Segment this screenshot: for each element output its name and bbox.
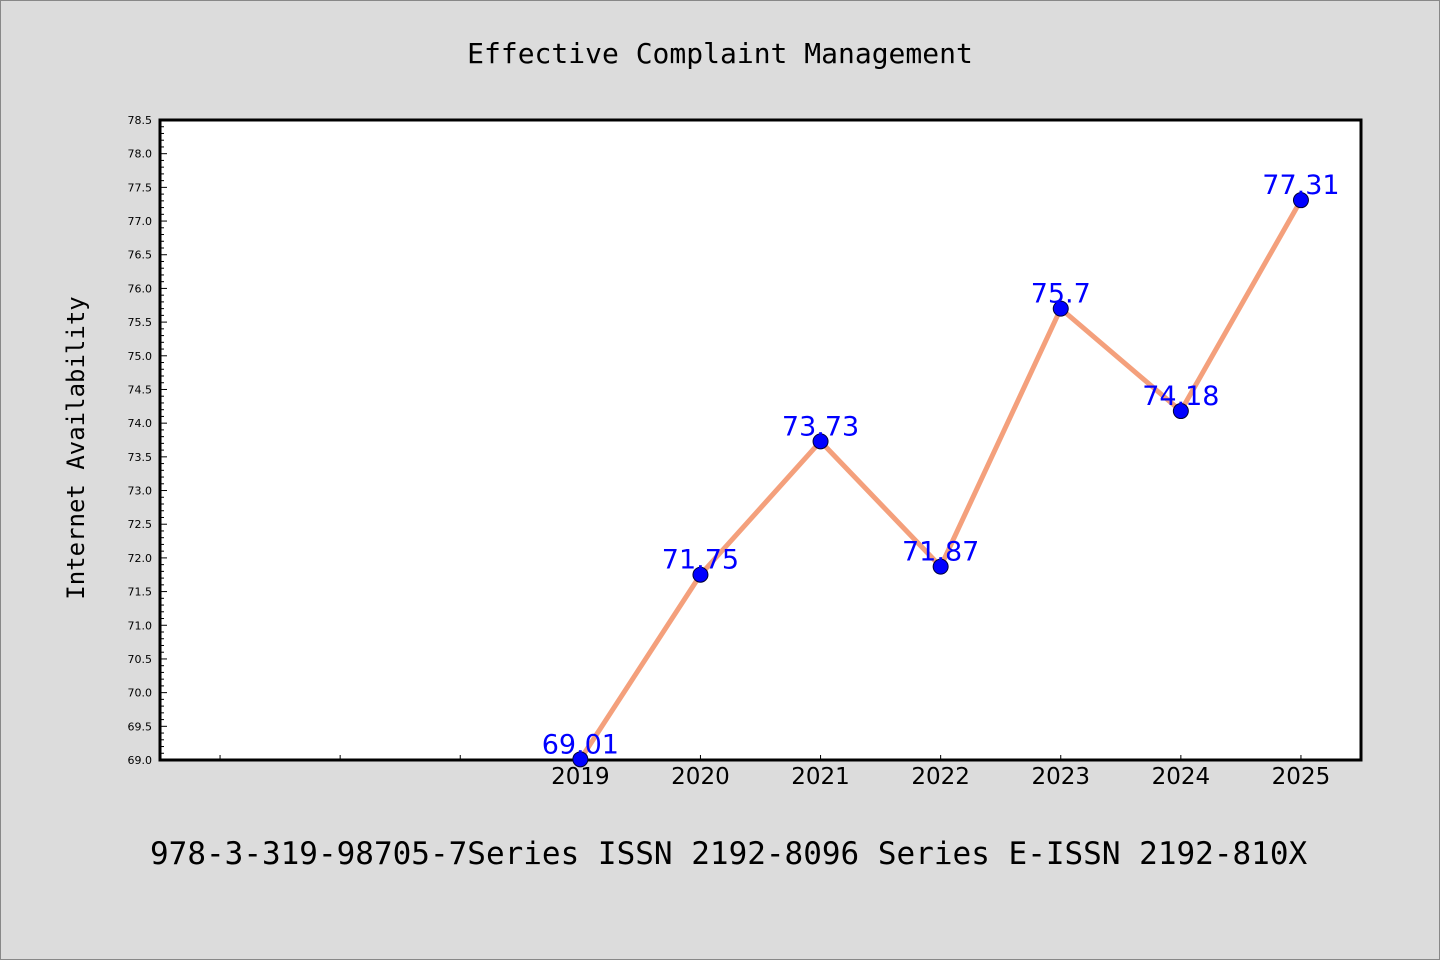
data-label: 74.18: [1142, 381, 1219, 412]
data-labels: 69.01 71.75 73.73 71.87 75.7 74.18 77.31: [542, 170, 1340, 760]
data-point: [1172, 403, 1189, 420]
plot-area: [158, 118, 1363, 762]
x-tick-label: 2020: [671, 764, 730, 790]
y-axis-label: Internet Availability: [62, 296, 90, 599]
y-tick-label: 70.5: [128, 653, 153, 666]
x-tick-label: 2022: [911, 764, 970, 790]
y-tick-label: 71.5: [128, 586, 153, 599]
y-tick-label: 69.0: [128, 754, 153, 767]
y-tick-label: 69.5: [128, 720, 153, 733]
x-tick-label: 2021: [791, 764, 850, 790]
y-tick-label: 76.0: [128, 282, 153, 295]
data-point: [692, 566, 709, 583]
y-tick-label: 78.0: [128, 148, 153, 161]
y-tick-label: 73.0: [128, 485, 153, 498]
y-tick-label: 78.5: [128, 114, 153, 127]
data-label: 71.87: [902, 537, 979, 568]
x-axis-ticks: 2019 2020 2021 2022 2023 2024 2025: [219, 755, 1331, 790]
x-tick-label: 2025: [1272, 764, 1331, 790]
footer-text: 978-3-319-98705-7Series ISSN 2192-8096 S…: [150, 836, 1307, 872]
y-tick-label: 70.0: [128, 687, 153, 700]
data-point: [932, 558, 949, 575]
y-tick-label: 73.5: [128, 451, 153, 464]
x-tick-label: 2019: [551, 764, 610, 790]
data-markers: [572, 192, 1309, 768]
data-point: [812, 433, 829, 450]
chart-title: Effective Complaint Management: [467, 37, 973, 70]
data-point: [1292, 192, 1309, 209]
y-tick-label: 74.0: [128, 417, 153, 430]
y-tick-label: 76.5: [128, 249, 153, 262]
data-label: 69.01: [542, 729, 619, 760]
data-label: 77.31: [1262, 170, 1339, 201]
y-tick-label: 75.5: [128, 316, 153, 329]
y-tick-label: 71.0: [128, 619, 153, 632]
data-point: [1052, 300, 1069, 317]
x-tick-label: 2023: [1031, 764, 1090, 790]
y-axis-ticks: 69.0 69.5 70.0 70.5 71.0 71.5 72.0 72.5 73.0 73.5…: [128, 114, 167, 767]
y-tick-label: 72.5: [128, 518, 153, 531]
data-label: 75.7: [1031, 279, 1091, 310]
x-tick-label: 2024: [1152, 764, 1211, 790]
y-tick-label: 72.0: [128, 552, 153, 565]
data-label: 71.75: [662, 545, 739, 576]
data-label: 73.73: [782, 411, 859, 442]
y-tick-label: 74.5: [128, 383, 153, 396]
y-tick-label: 75.0: [128, 350, 153, 363]
data-point: [572, 751, 589, 768]
y-tick-label: 77.5: [128, 181, 153, 194]
y-tick-label: 77.0: [128, 215, 153, 228]
